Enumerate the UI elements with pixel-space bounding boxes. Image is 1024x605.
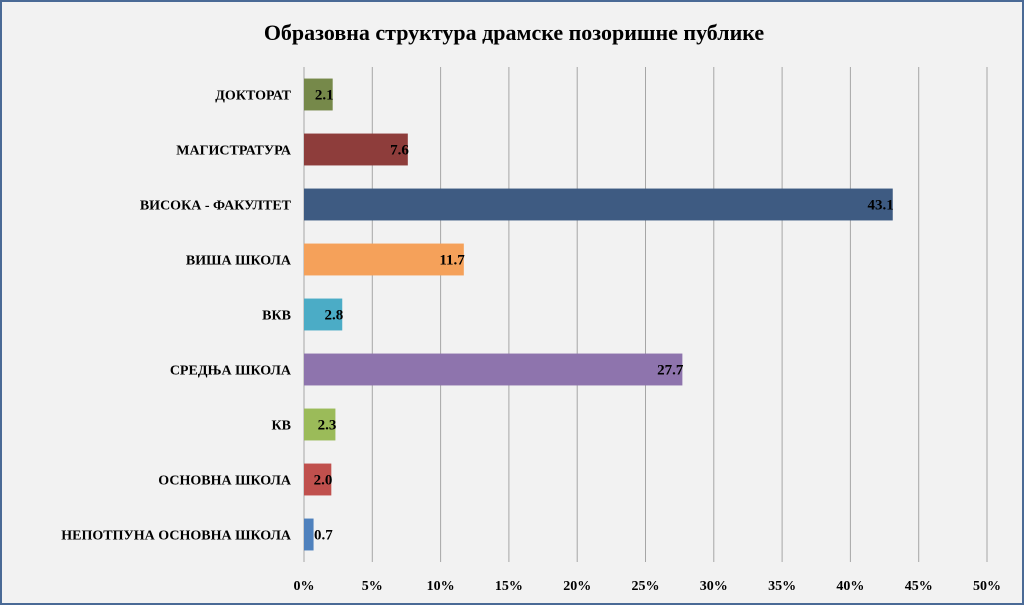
x-tick-label: 10% [427, 579, 455, 594]
bar [304, 408, 336, 441]
bars: 2.1 7.6 43.1 11.7 2.8 27.7 2.3 2.0 0.7 [304, 78, 894, 551]
category-label: КВ [272, 419, 292, 434]
x-tick-label: 20% [563, 579, 591, 594]
data-label: 27.7 [657, 363, 684, 379]
category-label: ВИСОКА - ФАКУЛТЕТ [140, 199, 292, 214]
bar [304, 463, 332, 496]
x-tick-label: 15% [495, 579, 523, 594]
bar [304, 78, 333, 111]
data-label: 7.6 [390, 143, 409, 159]
bar [304, 133, 408, 166]
x-tick-label: 25% [632, 579, 660, 594]
x-tick-label: 40% [836, 579, 864, 594]
x-tick-label: 5% [362, 579, 383, 594]
category-label: ДОКТОРАТ [215, 89, 291, 104]
x-tick-label: 30% [700, 579, 728, 594]
bar [304, 188, 893, 221]
category-label: ВКВ [262, 309, 291, 324]
bar [304, 298, 343, 331]
category-label: СРЕДЊА ШКОЛА [170, 364, 292, 379]
category-label: НЕПОТПУНА ОСНОВНА ШКОЛА [61, 529, 292, 544]
data-label: 0.7 [314, 528, 333, 544]
x-tick-label: 0% [294, 579, 315, 594]
x-tick-label: 45% [905, 579, 933, 594]
bar [304, 243, 464, 276]
chart-title: Образовна структура драмске позоришне пу… [264, 20, 765, 45]
category-label: МАГИСТРАТУРА [176, 144, 292, 159]
data-label: 2.1 [315, 88, 334, 104]
data-label: 2.8 [324, 308, 343, 324]
bar [304, 353, 683, 386]
category-label: ОСНОВНА ШКОЛА [158, 474, 292, 489]
data-label: 2.3 [318, 418, 337, 434]
category-labels: ДОКТОРАТ МАГИСТРАТУРА ВИСОКА - ФАКУЛТЕТ ВИШ… [61, 89, 292, 544]
x-axis-tick-labels: 0% 5% 10% 15% 20% 25% 30% 35% 40% 45% 50% [294, 579, 1002, 594]
data-label: 2.0 [314, 473, 333, 489]
data-label: 11.7 [439, 253, 465, 269]
data-label: 43.1 [867, 198, 893, 214]
bar [304, 518, 314, 551]
x-tick-label: 35% [768, 579, 796, 594]
x-tick-label: 50% [973, 579, 1001, 594]
category-label: ВИША ШКОЛА [186, 254, 292, 269]
